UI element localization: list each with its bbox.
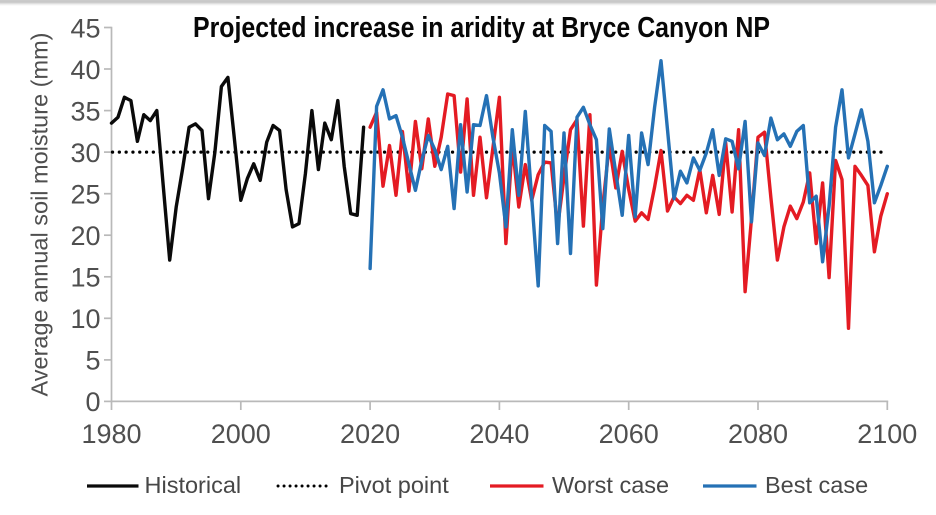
svg-text:Projected increase in aridity: Projected increase in aridity at Bryce C… xyxy=(193,12,770,44)
svg-text:45: 45 xyxy=(70,13,100,43)
svg-text:2040: 2040 xyxy=(469,419,529,449)
svg-text:30: 30 xyxy=(70,138,100,168)
svg-text:1980: 1980 xyxy=(81,419,141,449)
svg-text:25: 25 xyxy=(70,180,100,210)
svg-text:0: 0 xyxy=(85,387,100,417)
svg-text:20: 20 xyxy=(70,221,100,251)
svg-text:Pivot point: Pivot point xyxy=(339,472,449,498)
svg-text:2080: 2080 xyxy=(728,419,788,449)
svg-text:2060: 2060 xyxy=(599,419,659,449)
svg-text:2100: 2100 xyxy=(857,419,917,449)
svg-text:15: 15 xyxy=(70,263,100,293)
svg-text:5: 5 xyxy=(85,346,100,376)
svg-text:2020: 2020 xyxy=(340,419,400,449)
svg-text:Average annual soil moisture (: Average annual soil moisture (mm) xyxy=(27,33,53,397)
svg-text:2000: 2000 xyxy=(211,419,271,449)
svg-text:10: 10 xyxy=(70,304,100,334)
svg-text:Historical: Historical xyxy=(145,472,242,498)
svg-text:40: 40 xyxy=(70,55,100,85)
svg-text:35: 35 xyxy=(70,96,100,126)
svg-text:Worst case: Worst case xyxy=(552,472,669,498)
svg-text:Best case: Best case xyxy=(765,472,868,498)
